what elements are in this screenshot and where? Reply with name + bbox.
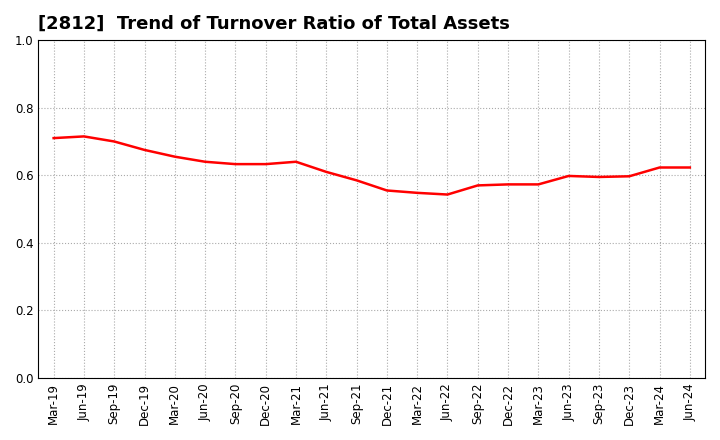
Text: [2812]  Trend of Turnover Ratio of Total Assets: [2812] Trend of Turnover Ratio of Total … [38, 15, 510, 33]
